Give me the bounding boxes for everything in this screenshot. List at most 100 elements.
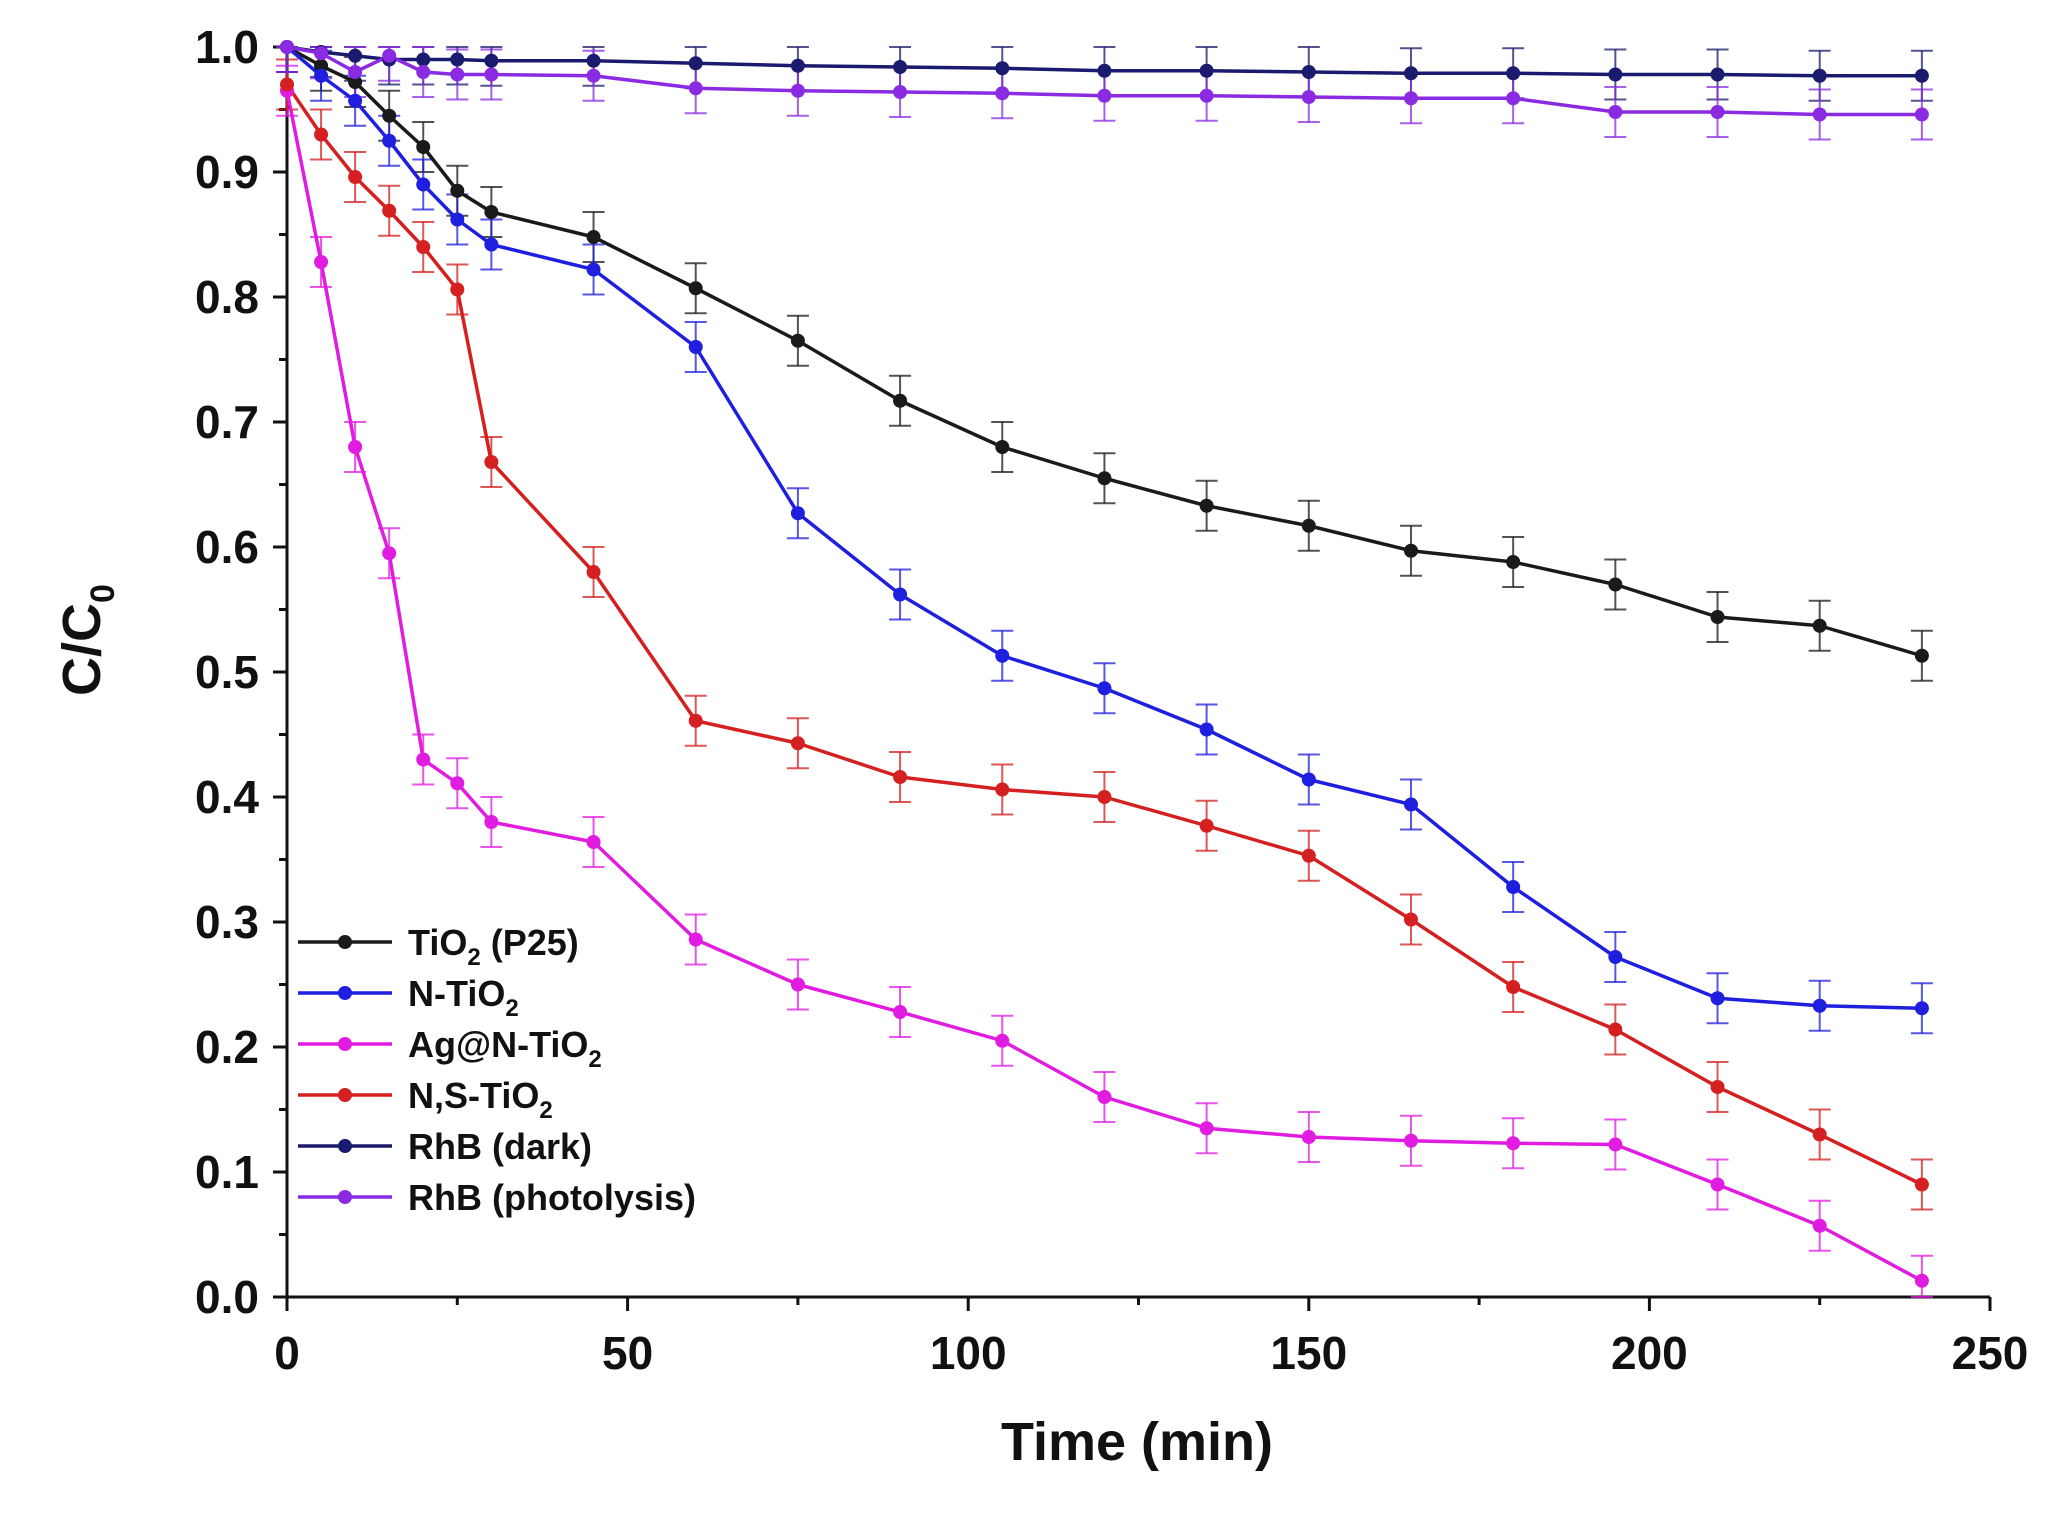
data-point-n-tio2 xyxy=(314,68,329,83)
data-point-tio2-p25 xyxy=(1506,555,1521,569)
data-point-ag-n-tio2 xyxy=(314,255,329,269)
data-point-rhb-photolysis xyxy=(314,46,329,61)
data-point-rhb-photolysis xyxy=(280,40,294,54)
data-point-rhb-dark xyxy=(1199,63,1214,78)
data-point-rhb-photolysis xyxy=(586,68,601,83)
data-point-rhb-dark xyxy=(893,60,908,74)
data-point-rhb-photolysis xyxy=(416,65,431,79)
data-point-rhb-dark xyxy=(348,48,363,63)
data-point-tio2-p25 xyxy=(1199,498,1214,513)
data-point-rhb-photolysis xyxy=(1812,107,1827,122)
legend-marker-n-tio2 xyxy=(338,986,352,1000)
y-tick-label: 0.6 xyxy=(195,521,259,573)
data-point-n-tio2 xyxy=(1710,991,1725,1006)
series-points xyxy=(280,40,1929,1288)
legend-label-subscript: 2 xyxy=(467,944,480,971)
data-point-ag-n-tio2 xyxy=(382,546,397,561)
data-point-n-tio2 xyxy=(416,177,431,192)
y-tick-label: 0.9 xyxy=(195,146,259,198)
series-line-tio2-p25 xyxy=(286,45,1923,658)
data-point-ag-n-tio2 xyxy=(1506,1136,1521,1151)
series-line-n-tio2 xyxy=(285,45,1922,1010)
data-point-rhb-photolysis xyxy=(995,86,1010,101)
data-point-n-s-tio2 xyxy=(314,127,329,142)
legend-label-subscript: 2 xyxy=(539,1097,552,1124)
data-point-n-s-tio2 xyxy=(348,170,363,184)
y-tick-label: 0.3 xyxy=(195,896,259,948)
legend-marker-n-s-tio2 xyxy=(338,1088,352,1102)
data-point-rhb-photolysis xyxy=(1710,105,1725,119)
data-point-n-s-tio2 xyxy=(1710,1080,1725,1094)
data-point-ag-n-tio2 xyxy=(995,1033,1010,1048)
data-point-n-s-tio2 xyxy=(790,736,805,751)
data-point-n-tio2 xyxy=(1403,797,1418,812)
data-point-n-tio2 xyxy=(1914,1001,1929,1016)
data-point-n-tio2 xyxy=(1301,772,1316,787)
data-point-rhb-photolysis xyxy=(1506,91,1521,106)
data-point-rhb-dark xyxy=(1301,65,1316,79)
data-point-n-tio2 xyxy=(893,587,908,602)
data-point-n-s-tio2 xyxy=(280,77,294,92)
data-point-n-s-tio2 xyxy=(484,455,499,469)
data-point-rhb-dark xyxy=(995,61,1010,76)
data-point-tio2-p25 xyxy=(790,333,805,348)
data-point-ag-n-tio2 xyxy=(688,932,703,947)
data-point-rhb-photolysis xyxy=(1097,88,1112,103)
data-point-ag-n-tio2 xyxy=(1710,1177,1725,1192)
data-point-rhb-dark xyxy=(1914,68,1929,83)
data-point-n-tio2 xyxy=(1199,722,1214,737)
data-point-n-s-tio2 xyxy=(1403,912,1418,927)
data-point-rhb-photolysis xyxy=(1403,91,1418,106)
data-point-n-s-tio2 xyxy=(382,203,397,218)
data-point-ag-n-tio2 xyxy=(1301,1130,1316,1144)
data-point-n-s-tio2 xyxy=(1914,1177,1929,1192)
data-point-rhb-dark xyxy=(1403,66,1418,81)
legend-label-text: RhB (photolysis) xyxy=(408,1177,696,1218)
x-tick-label: 200 xyxy=(1611,1327,1688,1379)
data-point-rhb-dark xyxy=(416,52,431,67)
data-point-ag-n-tio2 xyxy=(416,752,431,767)
legend-marker-rhb-photolysis xyxy=(338,1190,352,1204)
data-point-ag-n-tio2 xyxy=(348,440,363,454)
data-point-n-s-tio2 xyxy=(450,282,465,297)
data-point-tio2-p25 xyxy=(1914,648,1929,663)
legend-label-tail: (P25) xyxy=(481,922,579,963)
legend-label-text: TiO xyxy=(408,922,467,963)
data-point-n-tio2 xyxy=(1812,998,1827,1013)
data-point-n-s-tio2 xyxy=(995,782,1010,797)
y-tick-label: 1.0 xyxy=(195,21,259,73)
y-tick-label: 0.8 xyxy=(195,271,259,323)
legend-label-text: Ag@N-TiO xyxy=(408,1024,588,1065)
data-point-tio2-p25 xyxy=(688,281,703,296)
data-point-rhb-dark xyxy=(1097,63,1112,78)
data-point-rhb-dark xyxy=(1506,66,1521,81)
data-point-n-tio2 xyxy=(382,133,397,148)
data-point-tio2-p25 xyxy=(450,183,465,198)
legend-marker-ag-n-tio2 xyxy=(338,1037,352,1051)
y-tick-label: 0.0 xyxy=(195,1271,259,1323)
y-axis-label: C/C0 xyxy=(52,584,122,696)
legend-marker-tio2-p25 xyxy=(338,935,352,949)
data-point-ag-n-tio2 xyxy=(586,835,601,849)
data-point-rhb-dark xyxy=(790,58,805,73)
data-point-rhb-photolysis xyxy=(790,83,805,98)
data-point-rhb-photolysis xyxy=(1914,107,1929,122)
data-point-rhb-photolysis xyxy=(450,67,465,82)
y-tick-label: 0.2 xyxy=(195,1021,259,1073)
y-tick-label: 0.4 xyxy=(195,771,259,823)
data-point-tio2-p25 xyxy=(382,108,397,123)
data-point-n-s-tio2 xyxy=(1097,790,1112,804)
data-point-ag-n-tio2 xyxy=(893,1005,908,1019)
legend-label-subscript: 2 xyxy=(588,1046,601,1073)
data-point-ag-n-tio2 xyxy=(1812,1218,1827,1233)
y-axis-label-subscript: 0 xyxy=(84,584,122,603)
data-point-tio2-p25 xyxy=(484,205,499,219)
y-axis-label-main: C/C xyxy=(52,603,112,696)
data-point-ag-n-tio2 xyxy=(790,977,805,992)
data-point-tio2-p25 xyxy=(1812,618,1827,633)
data-point-rhb-photolysis xyxy=(893,85,908,99)
data-point-n-s-tio2 xyxy=(1301,848,1316,863)
data-point-ag-n-tio2 xyxy=(1403,1133,1418,1148)
data-point-tio2-p25 xyxy=(995,440,1010,454)
